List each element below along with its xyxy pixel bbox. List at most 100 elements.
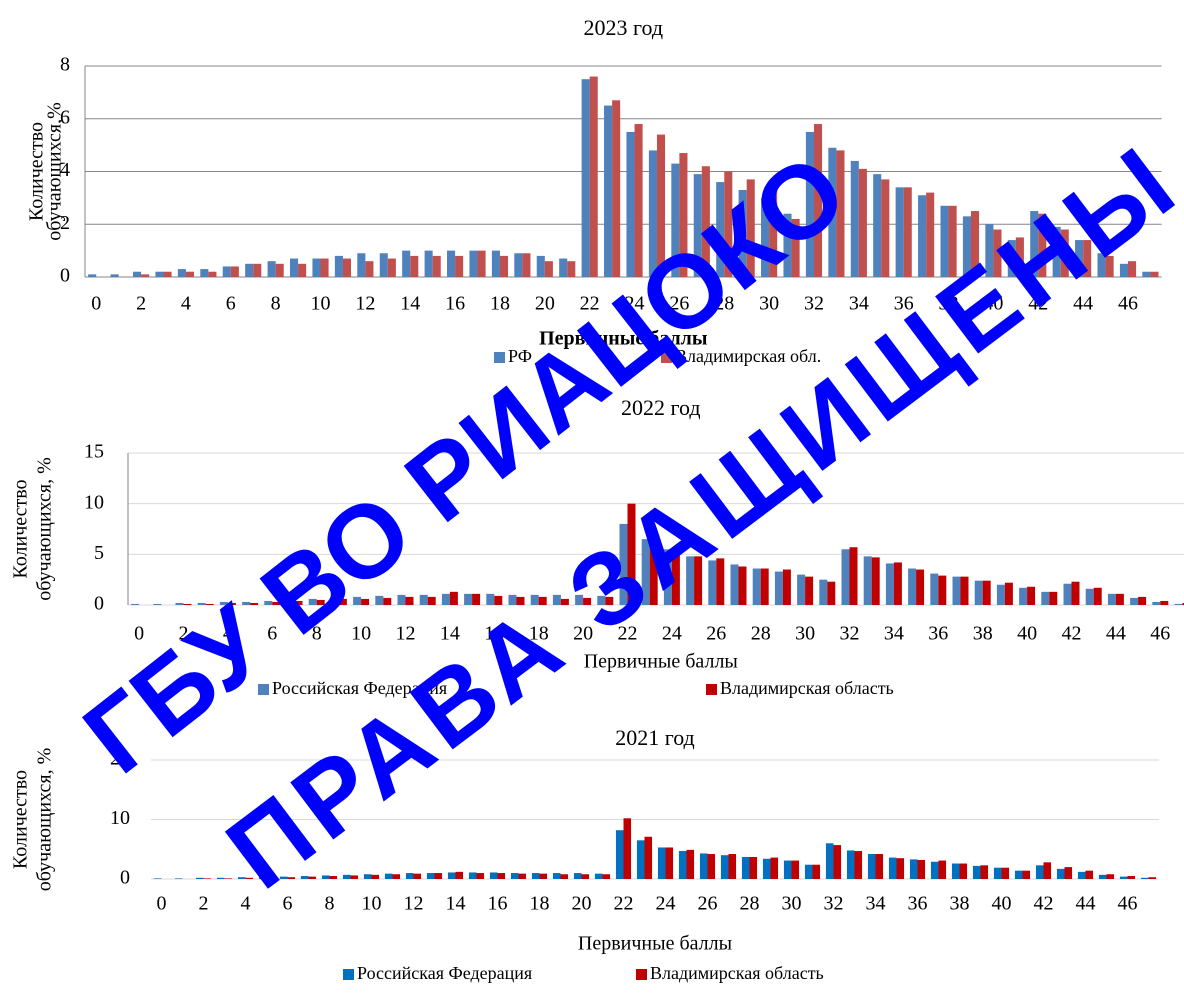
bar <box>1019 587 1028 605</box>
bar <box>361 598 370 605</box>
bar <box>321 875 330 879</box>
y-axis-label: Количество <box>10 770 32 869</box>
x-tick-label: 44 <box>1106 623 1126 645</box>
x-tick-label: 36 <box>908 893 928 915</box>
bar <box>508 594 517 605</box>
x-tick-label: 32 <box>804 293 824 315</box>
bar <box>203 878 212 879</box>
bar <box>227 602 236 605</box>
bar <box>245 877 254 879</box>
bar <box>605 596 614 605</box>
x-tick-label: 4 <box>241 893 251 915</box>
bar <box>449 591 458 605</box>
bar <box>275 263 284 277</box>
bar <box>308 876 317 879</box>
bar <box>760 568 769 605</box>
bar <box>133 271 142 277</box>
bar <box>626 131 635 277</box>
bar <box>175 602 184 605</box>
bar <box>141 274 150 277</box>
bar <box>1041 591 1050 605</box>
bar <box>216 877 225 879</box>
x-tick-label: 22 <box>580 293 600 315</box>
x-tick-label: 28 <box>751 623 771 645</box>
bar <box>974 580 983 605</box>
bar <box>560 874 569 879</box>
bar <box>783 860 792 879</box>
bar <box>267 261 276 277</box>
bar <box>962 216 971 277</box>
bar <box>926 192 935 277</box>
bar <box>959 863 968 879</box>
y-axis-label: обучающихся, % <box>34 457 56 601</box>
bar <box>938 575 947 605</box>
x-tick-label: 32 <box>840 623 860 645</box>
bar <box>649 534 658 605</box>
bar <box>242 601 251 605</box>
bar <box>619 523 628 605</box>
bar <box>873 174 882 277</box>
bar <box>583 597 592 605</box>
bar <box>163 271 172 277</box>
x-tick-label: 14 <box>440 623 460 645</box>
bar <box>589 76 598 277</box>
bar <box>871 557 880 605</box>
bar <box>893 562 902 605</box>
bar <box>329 876 338 879</box>
x-tick-label: 24 <box>662 623 682 645</box>
bar <box>514 253 523 277</box>
bar <box>724 171 733 277</box>
bar <box>648 150 657 277</box>
x-tick-label: 24 <box>625 293 645 315</box>
bar <box>287 877 296 879</box>
bar <box>693 174 702 277</box>
bar <box>863 556 872 605</box>
x-axis-label: Первичные баллы <box>539 328 708 350</box>
legend-label: Владимирская область <box>720 678 894 698</box>
bar <box>363 874 372 879</box>
bar <box>300 876 309 879</box>
x-tick-label: 10 <box>351 623 371 645</box>
bar <box>970 211 980 277</box>
bar <box>427 596 436 605</box>
bar <box>1015 237 1024 277</box>
x-tick-label: 32 <box>824 893 844 915</box>
bar <box>379 253 388 277</box>
x-tick-label: 12 <box>355 293 375 315</box>
x-tick-label: 44 <box>1073 293 1093 315</box>
bar <box>1063 583 1072 605</box>
x-tick-label: 30 <box>795 623 815 645</box>
bar <box>641 539 650 605</box>
bar <box>544 261 553 277</box>
x-tick-label: 16 <box>488 893 508 915</box>
x-tick-label: 46 <box>1118 293 1138 315</box>
bar <box>153 878 162 879</box>
x-tick-label: 28 <box>714 293 734 315</box>
bar <box>489 872 498 879</box>
x-tick-label: 4 <box>223 623 233 645</box>
y-tick-label: 0 <box>60 265 70 287</box>
bar <box>185 271 195 277</box>
bar <box>1035 865 1044 879</box>
bar <box>602 874 611 879</box>
chart-title: 2023 год <box>584 15 664 40</box>
bar <box>980 865 989 879</box>
bar <box>383 597 392 605</box>
bar <box>993 867 1002 879</box>
bar <box>397 594 406 605</box>
bar <box>183 603 192 605</box>
bar <box>1115 593 1124 605</box>
bar <box>1140 877 1149 879</box>
bar <box>909 859 918 879</box>
bar <box>312 258 321 277</box>
x-tick-label: 6 <box>267 623 277 645</box>
y-axis-label: обучающихся,% <box>44 102 66 241</box>
x-tick-label: 40 <box>983 293 1003 315</box>
bar <box>200 269 209 277</box>
bar <box>330 597 339 605</box>
y-tick-label: 20 <box>110 748 130 770</box>
x-tick-label: 20 <box>572 893 592 915</box>
bar <box>219 601 228 605</box>
x-tick-label: 38 <box>973 623 993 645</box>
